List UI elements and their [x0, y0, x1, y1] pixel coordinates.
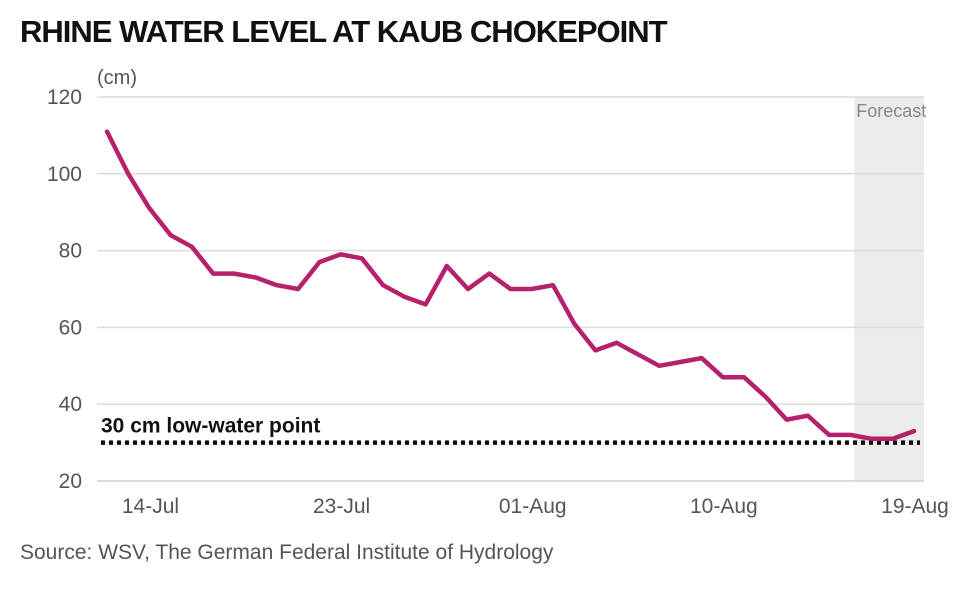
y-tick-label: 80 [59, 240, 82, 263]
source-note: Source: WSV, The German Federal Institut… [20, 541, 554, 564]
forecast-label: Forecast [856, 101, 926, 121]
chart-title: RHINE WATER LEVEL AT KAUB CHOKEPOINT [20, 14, 668, 49]
x-tick-label: 19-Aug [881, 495, 949, 518]
water-level-line [104, 129, 917, 442]
y-tick-label: 40 [59, 393, 82, 416]
y-tick-label: 100 [47, 163, 82, 186]
y-tick-label: 60 [59, 316, 82, 339]
y-axis-unit-label: (cm) [97, 67, 137, 89]
x-tick-label: 23-Jul [313, 495, 370, 518]
y-tick-label: 20 [59, 470, 82, 493]
forecast-band [854, 97, 924, 481]
x-tick-label: 10-Aug [690, 495, 758, 518]
x-tick-label: 14-Jul [122, 495, 179, 518]
y-tick-label: 120 [47, 86, 82, 109]
threshold-label: 30 cm low-water point [101, 415, 320, 438]
x-tick-label: 01-Aug [499, 495, 567, 518]
